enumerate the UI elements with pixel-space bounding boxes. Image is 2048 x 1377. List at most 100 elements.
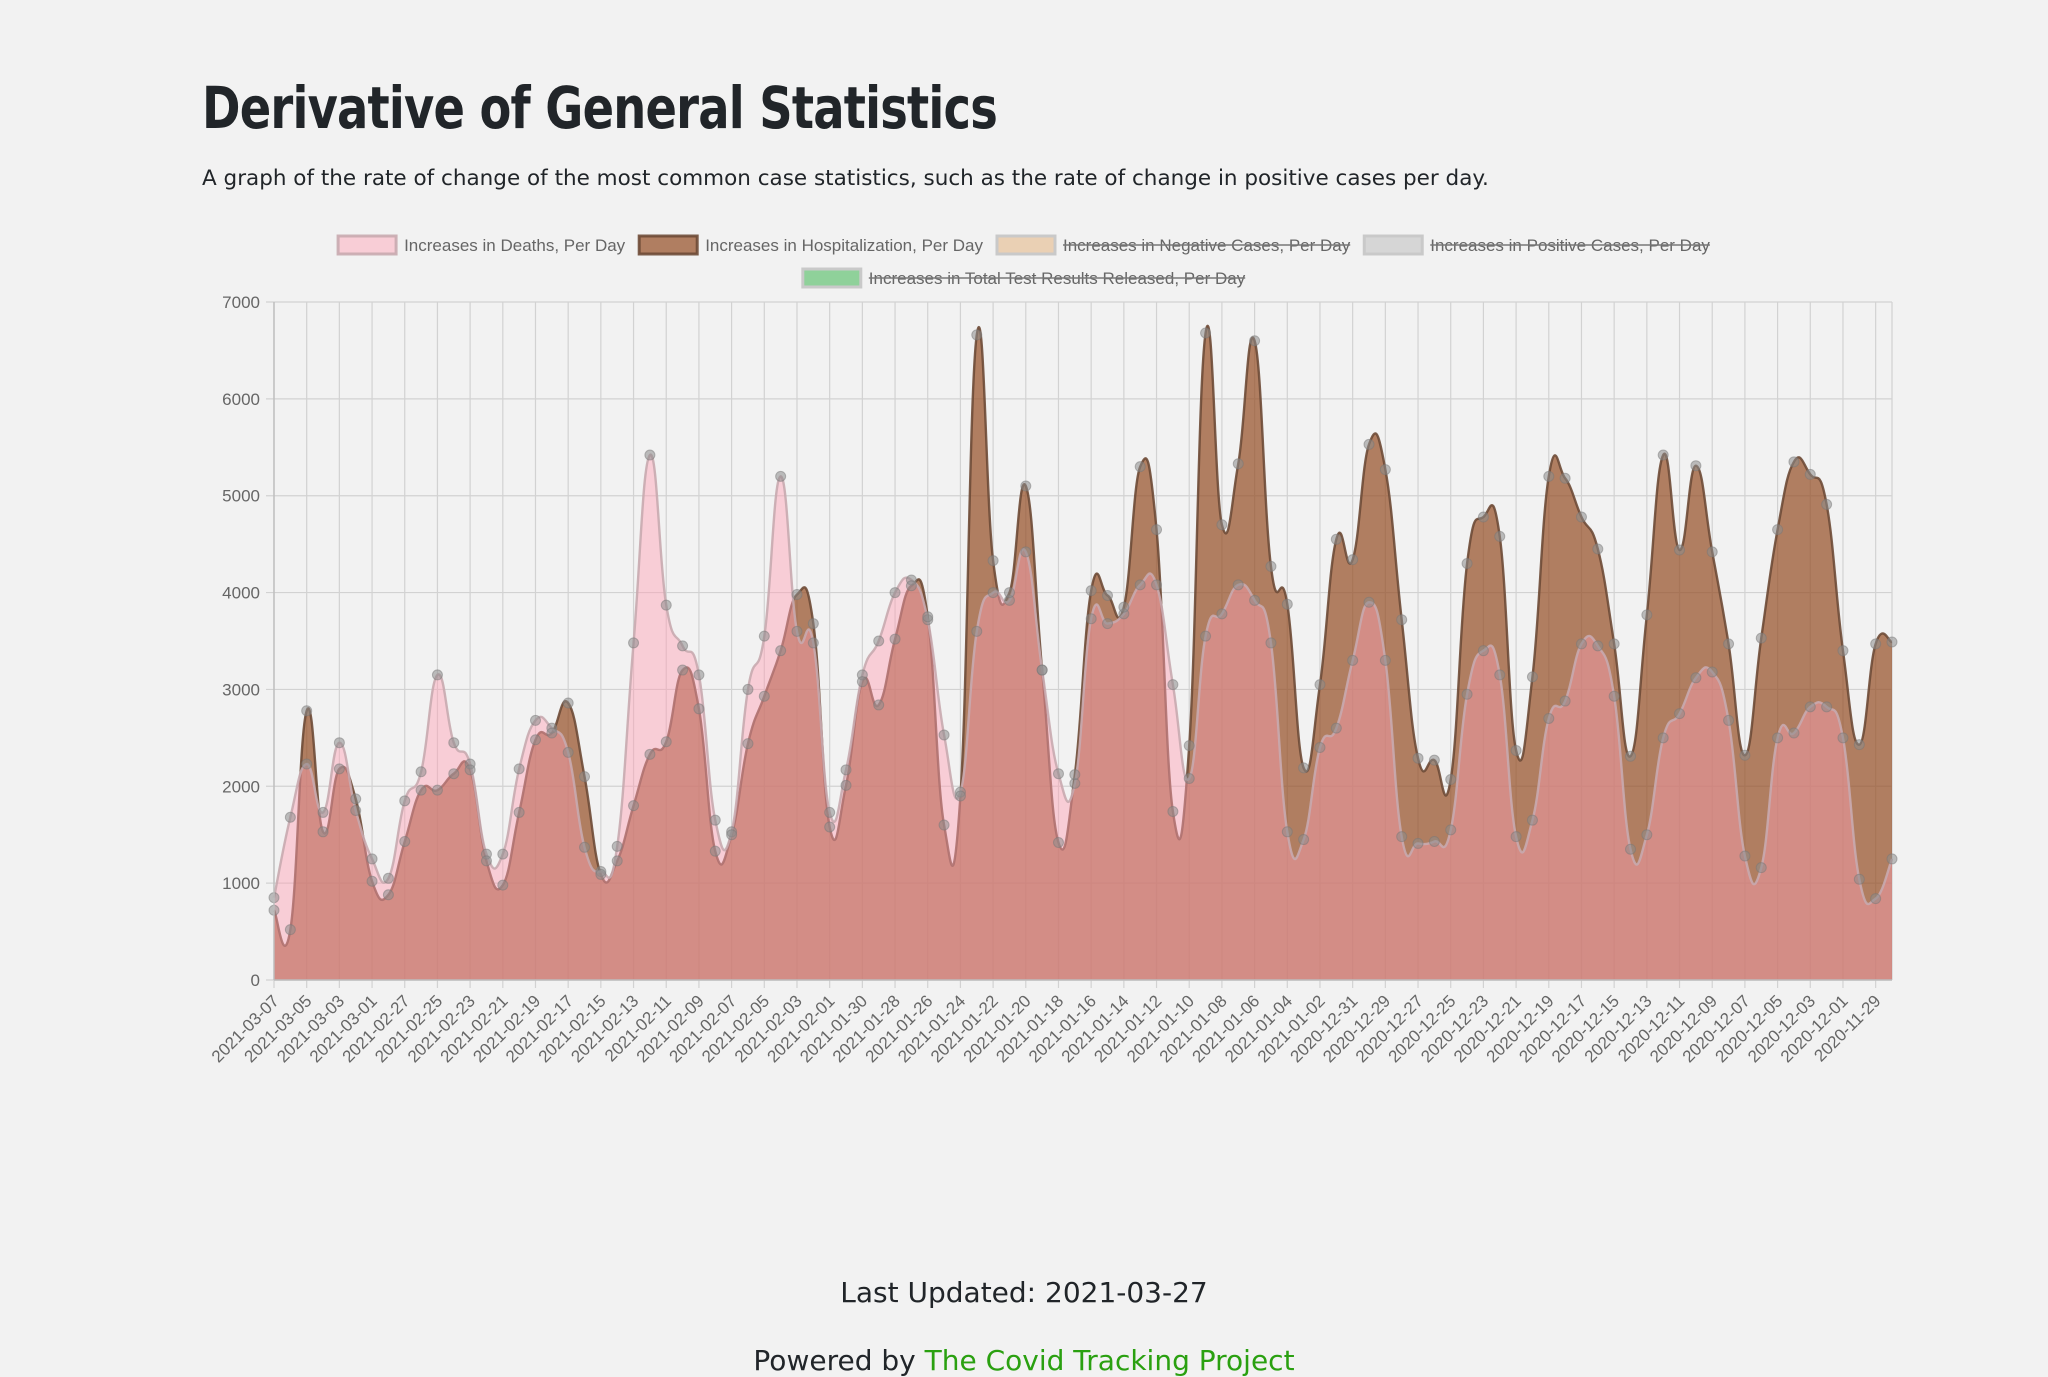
hospitalization-point[interactable] [611, 855, 623, 867]
hospitalization-point[interactable] [1102, 589, 1114, 601]
legend-item-deaths[interactable]: Increases in Deaths, Per Day [336, 234, 626, 256]
deaths-point[interactable] [971, 625, 983, 637]
hospitalization-point[interactable] [382, 889, 394, 901]
deaths-point[interactable] [1379, 654, 1391, 666]
hospitalization-point[interactable] [1249, 335, 1261, 347]
deaths-point[interactable] [677, 640, 689, 652]
hospitalization-point[interactable] [1183, 740, 1195, 752]
deaths-point[interactable] [562, 746, 574, 758]
hospitalization-point[interactable] [1526, 671, 1538, 683]
deaths-point[interactable] [1886, 853, 1898, 865]
hospitalization-point[interactable] [1575, 511, 1587, 523]
hospitalization-point[interactable] [1853, 739, 1865, 751]
hospitalization-point[interactable] [1330, 533, 1342, 545]
hospitalization-point[interactable] [1069, 769, 1081, 781]
deaths-point[interactable] [660, 599, 672, 611]
hospitalization-point[interactable] [1494, 530, 1506, 542]
deaths-point[interactable] [1559, 695, 1571, 707]
deaths-point[interactable] [1821, 701, 1833, 713]
deaths-point[interactable] [1298, 834, 1310, 846]
hospitalization-point[interactable] [1036, 664, 1048, 676]
hospitalization-point[interactable] [301, 705, 313, 717]
deaths-point[interactable] [1396, 831, 1408, 843]
hospitalization-point[interactable] [856, 676, 868, 688]
deaths-point[interactable] [1510, 831, 1522, 843]
deaths-point[interactable] [1052, 768, 1064, 780]
deaths-point[interactable] [284, 811, 296, 823]
hospitalization-point[interactable] [889, 633, 901, 645]
hospitalization-point[interactable] [1870, 638, 1882, 650]
hospitalization-point[interactable] [333, 763, 345, 775]
hospitalization-point[interactable] [1020, 480, 1032, 492]
deaths-point[interactable] [1739, 850, 1751, 862]
hospitalization-point[interactable] [1461, 558, 1473, 570]
hospitalization-point[interactable] [579, 771, 591, 783]
hospitalization-point[interactable] [660, 736, 672, 748]
deaths-point[interactable] [513, 763, 525, 775]
hospitalization-point[interactable] [1723, 638, 1735, 650]
hospitalization-point[interactable] [938, 819, 950, 831]
hospitalization-point[interactable] [1772, 524, 1784, 536]
hospitalization-point[interactable] [1510, 744, 1522, 756]
hospitalization-point[interactable] [1363, 438, 1375, 450]
hospitalization-point[interactable] [1428, 754, 1440, 766]
hospitalization-point[interactable] [562, 697, 574, 709]
hospitalization-point[interactable] [1118, 601, 1130, 613]
deaths-point[interactable] [1772, 732, 1784, 744]
deaths-point[interactable] [317, 806, 329, 818]
deaths-point[interactable] [611, 840, 623, 852]
hospitalization-point[interactable] [1477, 511, 1489, 523]
deaths-point[interactable] [1183, 773, 1195, 785]
hospitalization-point[interactable] [1216, 519, 1228, 531]
hospitalization-point[interactable] [1379, 464, 1391, 476]
deaths-point[interactable] [448, 737, 460, 749]
hospitalization-point[interactable] [464, 764, 476, 776]
hospitalization-point[interactable] [726, 829, 738, 841]
deaths-point[interactable] [1657, 732, 1669, 744]
hospitalization-point[interactable] [905, 580, 917, 592]
hospitalization-point[interactable] [448, 768, 460, 780]
deaths-point[interactable] [1592, 640, 1604, 652]
deaths-point[interactable] [1232, 579, 1244, 591]
deaths-point[interactable] [1249, 594, 1261, 606]
deaths-point[interactable] [693, 669, 705, 681]
deaths-point[interactable] [431, 669, 443, 681]
deaths-point[interactable] [497, 848, 509, 860]
hospitalization-point[interactable] [1412, 752, 1424, 764]
hospitalization-point[interactable] [1755, 632, 1767, 644]
hospitalization-point[interactable] [1543, 470, 1555, 482]
deaths-point[interactable] [333, 737, 345, 749]
deaths-point[interactable] [1853, 873, 1865, 885]
deaths-point[interactable] [1200, 630, 1212, 642]
hospitalization-point[interactable] [1347, 554, 1359, 566]
hospitalization-point[interactable] [1608, 638, 1620, 650]
hospitalization-point[interactable] [546, 727, 558, 739]
deaths-point[interactable] [1412, 837, 1424, 849]
hospitalization-point[interactable] [1641, 609, 1653, 621]
hospitalization-point[interactable] [1151, 524, 1163, 536]
deaths-point[interactable] [1216, 608, 1228, 620]
deaths-point[interactable] [350, 805, 362, 816]
deaths-point[interactable] [1526, 814, 1538, 826]
deaths-point[interactable] [1363, 596, 1375, 608]
hospitalization-point[interactable] [824, 821, 836, 833]
hospitalization-point[interactable] [644, 748, 656, 760]
deaths-point[interactable] [382, 872, 394, 884]
hospitalization-point[interactable] [1657, 449, 1669, 461]
hospitalization-point[interactable] [758, 690, 770, 702]
hospitalization-point[interactable] [677, 664, 689, 676]
legend-item-tests[interactable]: Increases in Total Test Results Released… [801, 267, 1246, 289]
deaths-point[interactable] [1428, 835, 1440, 847]
hospitalization-point[interactable] [1445, 774, 1457, 786]
deaths-point[interactable] [644, 449, 656, 461]
deaths-point[interactable] [579, 841, 591, 853]
hospitalization-point[interactable] [497, 879, 509, 891]
hospitalization-point[interactable] [1281, 598, 1293, 610]
deaths-point[interactable] [1085, 613, 1097, 625]
hospitalization-point[interactable] [1314, 679, 1326, 691]
hospitalization-point[interactable] [1003, 587, 1015, 599]
deaths-point[interactable] [807, 637, 819, 649]
legend-item-negative[interactable]: Increases in Negative Cases, Per Day [995, 234, 1351, 256]
deaths-point[interactable] [1625, 843, 1637, 855]
deaths-point[interactable] [1494, 669, 1506, 681]
